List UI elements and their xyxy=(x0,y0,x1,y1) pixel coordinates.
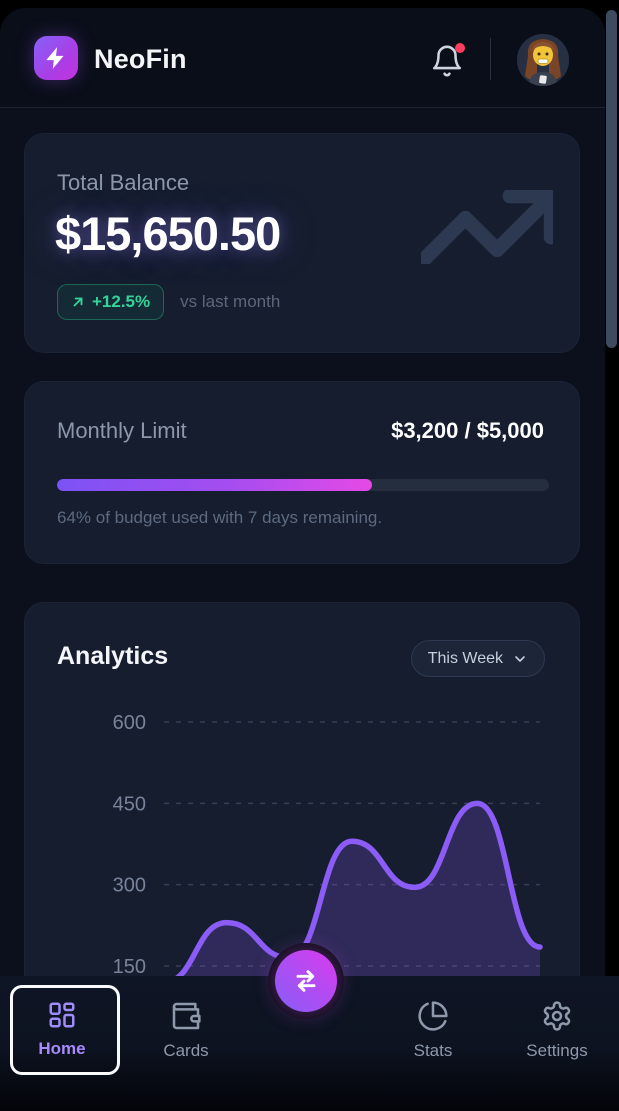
limit-progress-fill xyxy=(57,479,372,491)
nav-label-settings: Settings xyxy=(526,1041,588,1060)
gear-icon xyxy=(543,1001,571,1031)
notification-dot xyxy=(455,43,465,53)
transfer-fab-inner xyxy=(275,950,337,1012)
transfer-arrows-icon xyxy=(296,970,316,992)
analytics-title: Analytics xyxy=(57,642,169,670)
chart-line xyxy=(161,800,543,986)
avatar-illustration xyxy=(517,34,569,86)
bell-icon xyxy=(432,45,462,77)
nav-item-home[interactable]: Home xyxy=(7,976,117,1076)
chevron-down-icon xyxy=(515,655,525,662)
app-screen: NeoFin Total Balance xyxy=(0,8,605,1111)
total-balance-card: Total Balance $15,650.50 +12.5% vs last … xyxy=(24,133,580,353)
monthly-limit-card: Monthly Limit $3,200 / $5,000 64% of bud… xyxy=(24,381,580,564)
brand-title: NeoFin xyxy=(94,44,187,74)
trending-up-icon xyxy=(421,190,553,264)
comparison-text: vs last month xyxy=(180,292,281,311)
nav-item-cards[interactable]: Cards xyxy=(131,976,241,1076)
arrow-up-right-icon xyxy=(73,297,83,307)
nav-item-stats[interactable]: Stats xyxy=(378,976,488,1076)
svg-text:300: 300 xyxy=(113,875,146,897)
nav-label-home: Home xyxy=(38,1039,86,1058)
dashboard-icon xyxy=(49,1002,75,1028)
lightning-bolt-icon xyxy=(46,47,64,69)
nav-item-settings[interactable]: Settings xyxy=(502,976,612,1076)
limit-value: $3,200 / $5,000 xyxy=(391,418,544,443)
range-selected-value: This Week xyxy=(427,649,503,667)
user-avatar[interactable] xyxy=(517,34,569,86)
pie-chart-icon xyxy=(418,1001,448,1031)
balance-amount: $15,650.50 xyxy=(55,207,281,260)
range-selector[interactable]: This Week xyxy=(410,640,545,677)
svg-text:600: 600 xyxy=(113,712,146,734)
header-divider xyxy=(490,38,491,80)
change-value: +12.5% xyxy=(92,292,151,311)
limit-label: Monthly Limit xyxy=(57,418,187,443)
chart-area-fill xyxy=(164,803,540,990)
transfer-fab-button[interactable] xyxy=(268,943,344,1019)
app-logo xyxy=(34,36,78,80)
wallet-icon xyxy=(172,1002,201,1030)
limit-progress-track xyxy=(57,479,549,491)
nav-label-stats: Stats xyxy=(413,1041,453,1060)
notifications-button[interactable] xyxy=(430,43,466,80)
change-badge: +12.5% xyxy=(57,284,165,320)
analytics-chart: 600 450 300 150 xyxy=(113,712,543,990)
balance-label: Total Balance xyxy=(57,170,190,195)
nav-label-cards: Cards xyxy=(163,1041,209,1060)
svg-text:450: 450 xyxy=(113,793,146,815)
limit-caption: 64% of budget used with 7 days remaining… xyxy=(57,508,383,527)
scrollbar-thumb[interactable] xyxy=(606,10,617,348)
svg-text:150: 150 xyxy=(113,956,146,978)
chart-y-tick-labels: 600 450 300 150 xyxy=(113,712,146,978)
app-header: NeoFin xyxy=(0,8,605,108)
